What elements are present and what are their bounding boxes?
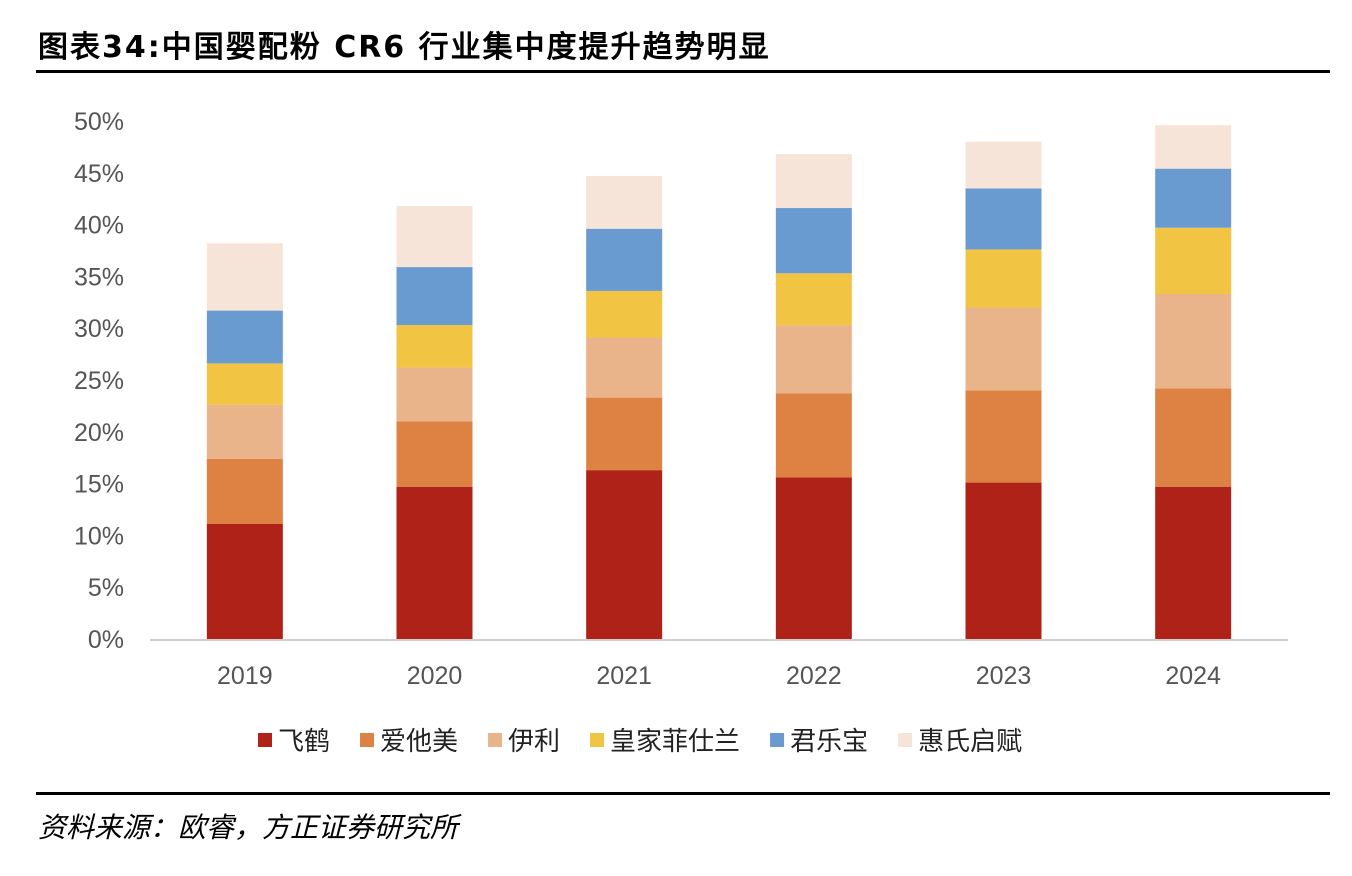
- bar-segment: [206, 524, 283, 639]
- legend-swatch: [590, 733, 605, 747]
- y-tick-label: 40%: [74, 212, 124, 240]
- legend-label: 君乐宝: [790, 727, 868, 757]
- bar-segment: [396, 367, 473, 422]
- bar-segment: [586, 470, 663, 639]
- legend-label: 爱他美: [380, 727, 458, 757]
- bars: [206, 125, 1232, 639]
- bar-segment: [965, 141, 1042, 189]
- bar-segment: [206, 310, 283, 364]
- bar-segment: [586, 290, 663, 338]
- bar-segment: [1155, 388, 1232, 487]
- bar-segment: [206, 363, 283, 405]
- legend-swatch: [770, 733, 785, 747]
- bar-segment: [965, 249, 1042, 308]
- x-tick-label: 2019: [217, 662, 273, 690]
- bar-segment: [775, 477, 852, 639]
- bar-segment: [396, 325, 473, 368]
- title-divider: [36, 70, 1330, 73]
- y-tick-label: 5%: [88, 574, 124, 602]
- bar-segment: [1155, 125, 1232, 169]
- bar-segment: [965, 307, 1042, 391]
- legend-label: 惠氏启赋: [918, 727, 1022, 757]
- legend-swatch: [360, 733, 375, 747]
- x-tick-label: 2022: [786, 662, 842, 690]
- bar-segment: [1155, 294, 1232, 389]
- bar-segment: [396, 267, 473, 326]
- bar-segment: [396, 205, 473, 268]
- x-tick-label: 2021: [596, 662, 652, 690]
- y-tick-label: 10%: [74, 522, 124, 550]
- legend-label: 伊利: [508, 727, 560, 757]
- y-tick-label: 20%: [74, 419, 124, 447]
- x-tick-label: 2023: [976, 662, 1032, 690]
- bar-segment: [586, 175, 663, 229]
- bar-segment: [396, 421, 473, 487]
- y-tick-label: 30%: [74, 315, 124, 343]
- y-tick-label: 50%: [74, 108, 124, 136]
- legend-label: 飞鹤: [278, 727, 330, 757]
- bar-segment: [1155, 168, 1232, 228]
- y-tick-label: 45%: [74, 160, 124, 188]
- bar-segment: [1155, 486, 1232, 639]
- y-tick-label: 25%: [74, 367, 124, 395]
- legend-swatch: [258, 733, 272, 747]
- y-tick-label: 0%: [88, 626, 124, 654]
- source-note: 资料来源：欧睿，方正证券研究所: [38, 811, 459, 844]
- x-tick-label: 2024: [1165, 662, 1221, 690]
- bar-segment: [206, 404, 283, 459]
- legend-swatch: [898, 733, 913, 747]
- bar-segment: [206, 243, 283, 311]
- bar-segment: [775, 393, 852, 478]
- bar-segment: [206, 458, 283, 525]
- legend-swatch: [488, 733, 503, 747]
- chart-title: 图表34:中国婴配粉 CR6 行业集中度提升趋势明显: [38, 30, 771, 65]
- x-tick-label: 2020: [407, 662, 463, 690]
- y-tick-label: 35%: [74, 263, 124, 291]
- bar-segment: [775, 273, 852, 326]
- bar-segment: [775, 325, 852, 394]
- bar-segment: [586, 228, 663, 291]
- legend-label: 皇家菲仕兰: [610, 727, 740, 757]
- x-axis: 2019 2020 2021 2022 2023 2024: [217, 662, 1221, 690]
- bar-segment: [965, 482, 1042, 639]
- bar-segment: [965, 188, 1042, 250]
- bar-segment: [965, 390, 1042, 483]
- y-tick-label: 15%: [74, 471, 124, 499]
- bar-segment: [586, 337, 663, 398]
- bar-segment: [775, 154, 852, 209]
- bar-segment: [775, 208, 852, 274]
- bar-segment: [586, 397, 663, 471]
- bar-segment: [1155, 227, 1232, 295]
- source-divider: [36, 792, 1330, 795]
- y-axis: 0% 5% 10% 15% 20% 25% 30% 35% 40% 45% 50%: [74, 108, 124, 654]
- legend: 飞鹤 爱他美 伊利 皇家菲仕兰 君乐宝 惠氏启赋: [258, 727, 1022, 757]
- bar-segment: [396, 486, 473, 639]
